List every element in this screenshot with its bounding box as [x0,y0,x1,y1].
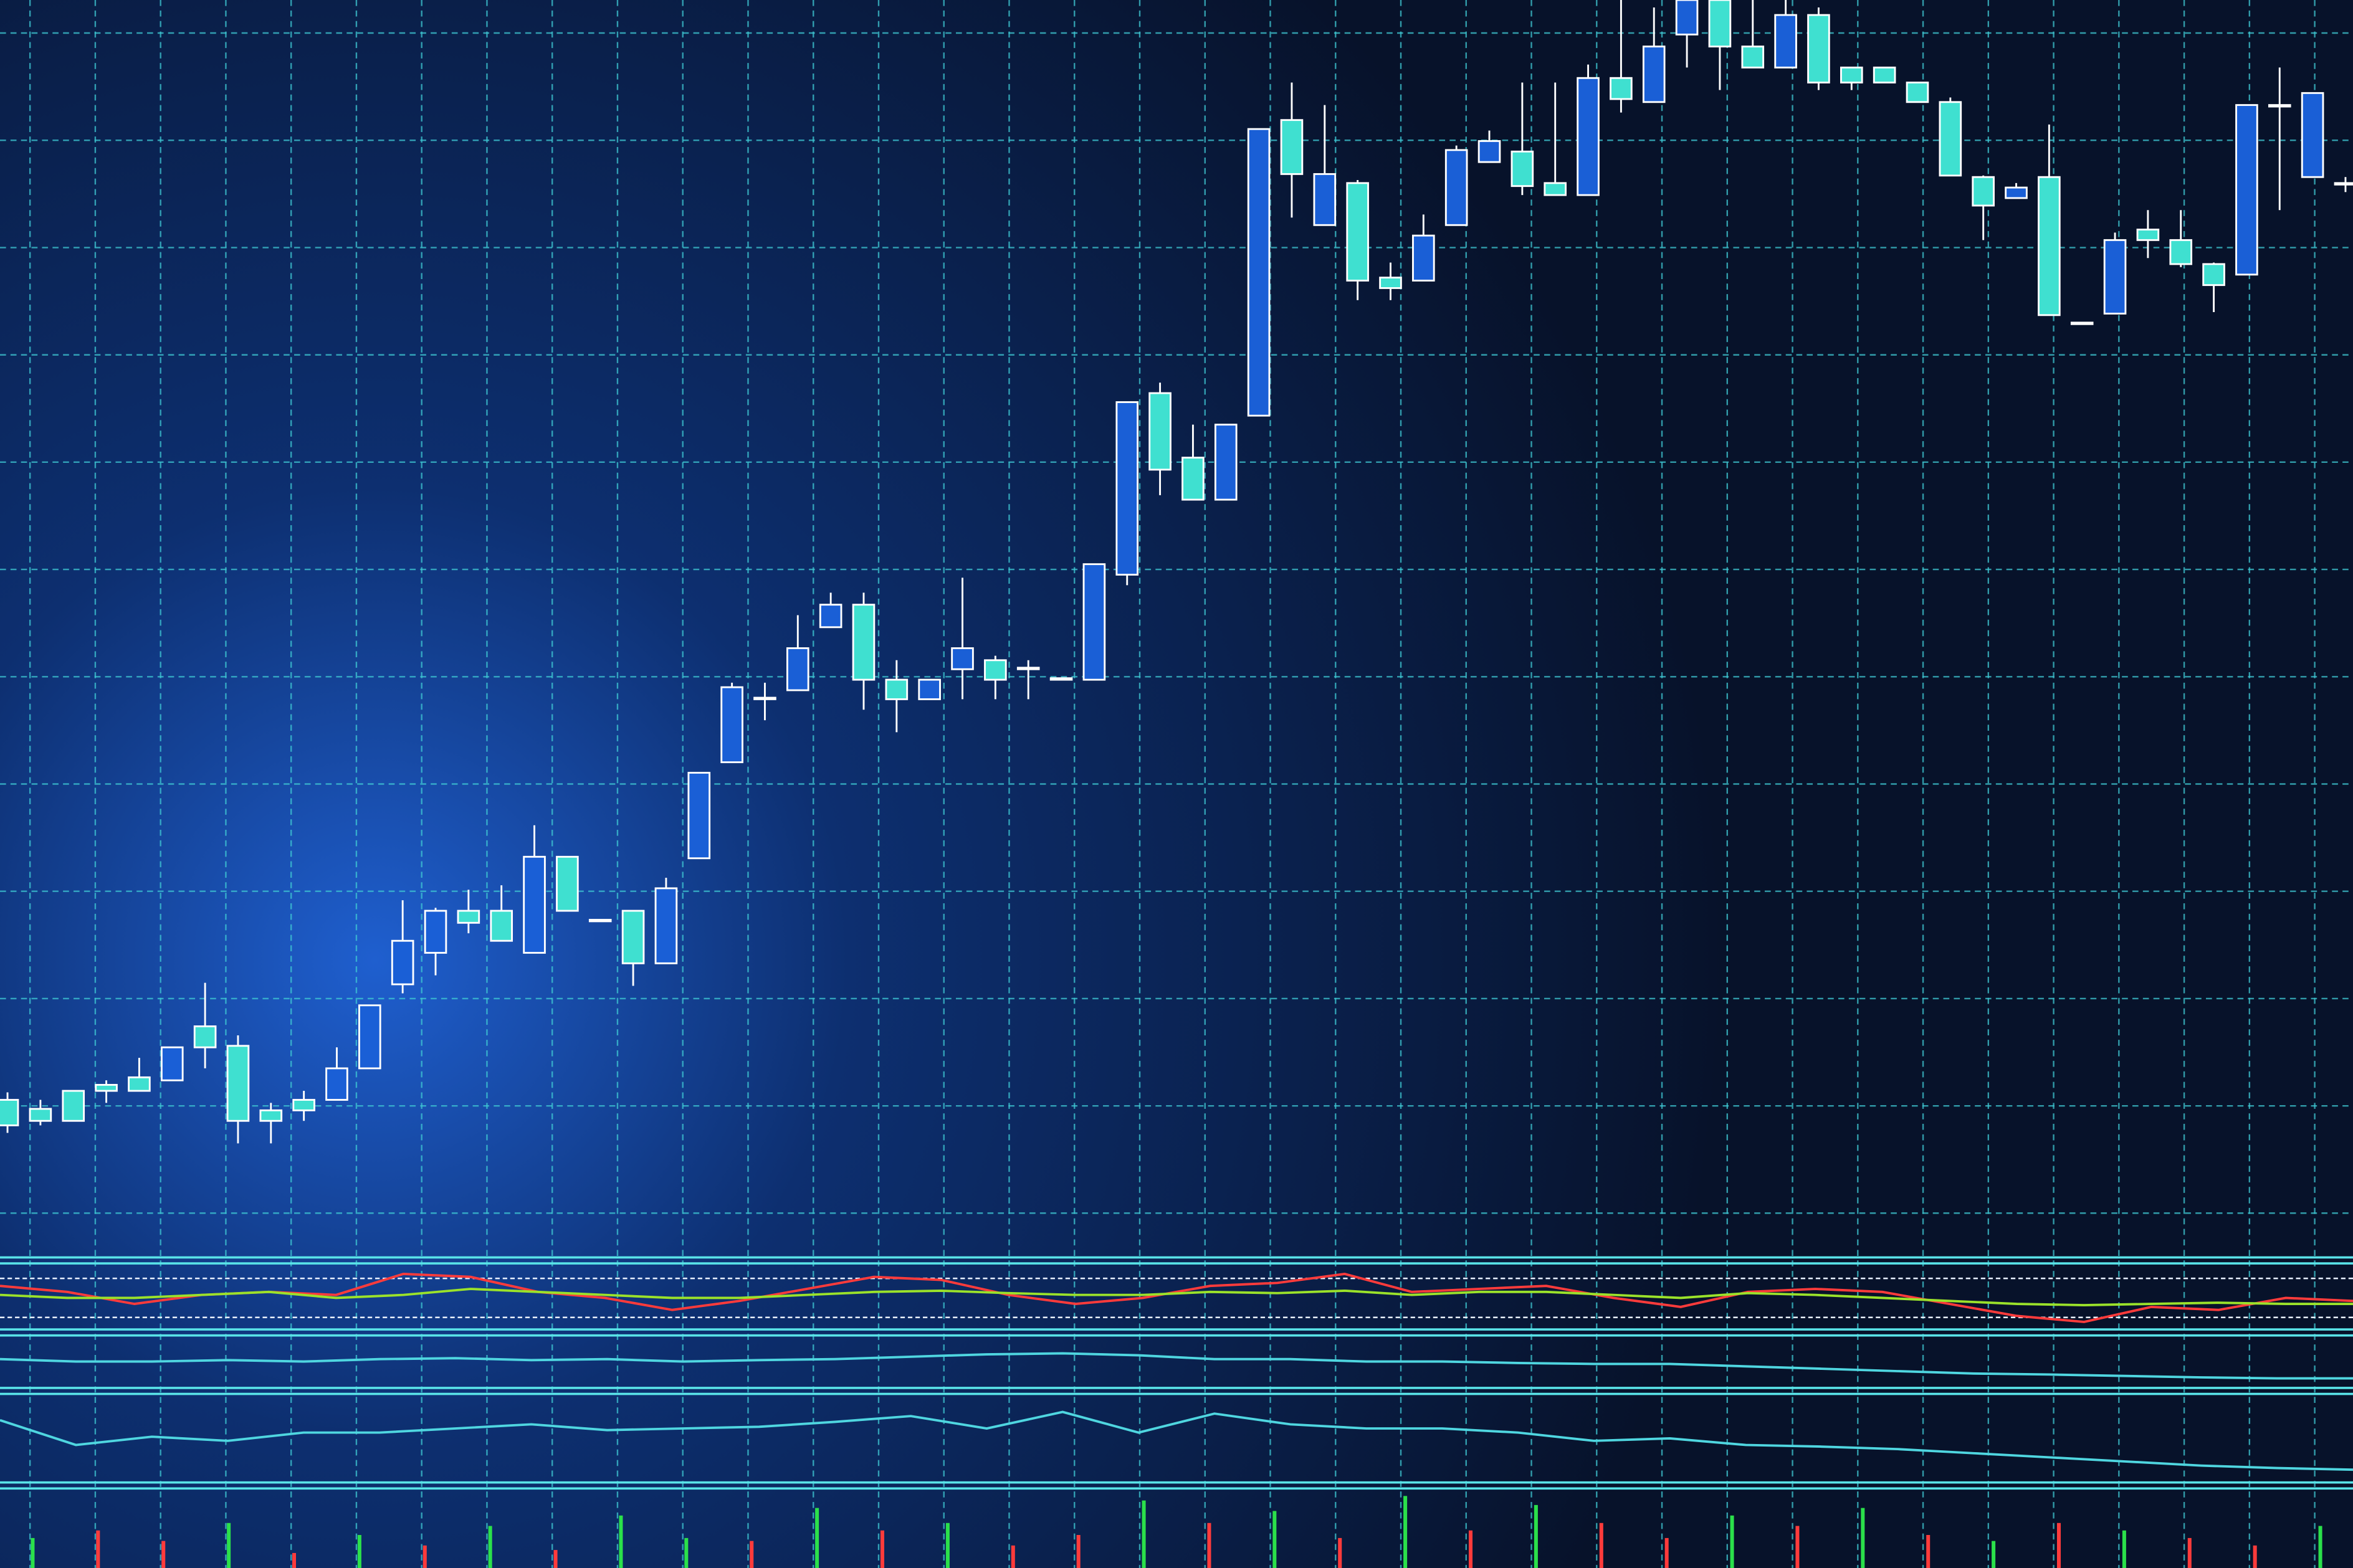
candle-body [1379,277,1402,289]
candle-body [1840,66,1863,83]
candle-body [325,1067,348,1101]
candle-body [588,919,612,923]
candle-body [1577,77,1600,196]
candle-body [1675,0,1699,36]
candle-body [1972,176,1995,207]
candle-body [0,1099,19,1126]
candle-body [1511,150,1534,188]
candle-body [918,678,941,700]
candle-body [1082,563,1106,681]
candle-body [1346,182,1369,282]
candle-body [852,604,876,681]
candle-body [687,771,711,860]
candle-body [358,1004,381,1070]
candle-body [1741,45,1765,69]
indicator-line [0,1352,2353,1380]
candle-body [1214,424,1238,501]
candle-body [786,647,809,691]
candle-body [1477,140,1501,163]
pane-borders [0,1256,2353,1490]
candle-body [1708,0,1732,48]
candle-body [1016,667,1040,670]
candle-body [984,659,1007,681]
indicator-line [0,1288,2353,1306]
candle-body [193,1025,217,1048]
candle-body [424,910,447,954]
candle-body [2235,104,2258,276]
candle-body [2334,182,2353,186]
candle-body [1115,401,1139,576]
candle-body [29,1108,52,1122]
candle-body [2070,321,2094,325]
candle-body [1939,101,1962,177]
candle-body [885,678,909,700]
candle-body [1181,457,1205,501]
candle-body [1774,14,1797,69]
candle-body [1148,392,1172,471]
candle-body [523,855,546,954]
candle-body [1873,66,1896,83]
candle-body [1280,119,1304,175]
indicator-line [0,1410,2353,1471]
candle-body [490,910,513,942]
candle-body [2038,176,2061,316]
candle-body [819,604,842,629]
candle-body [621,910,645,964]
candle-body [1412,234,1435,282]
candle-body [1049,677,1073,681]
indicator-line [0,1272,2353,1323]
candle-body [1444,149,1468,226]
candle-body [2268,104,2291,108]
candle-body [2136,229,2160,241]
candle-body [2169,239,2193,265]
candle-body [1807,14,1830,83]
candle-body [128,1076,151,1092]
candle-body [160,1046,184,1081]
candle-body [95,1083,118,1092]
candle-body [2005,186,2028,199]
candle-body [2202,263,2225,287]
candle-body [654,887,678,964]
candle-body [457,910,480,924]
candle-body [1313,173,1337,226]
candle-body [1642,45,1666,103]
candle-body [1544,182,1567,196]
candle-body [951,647,974,670]
candle-body [1247,128,1271,417]
candle-body [720,686,743,764]
candle-body [292,1099,315,1111]
candle-body [2103,239,2127,315]
candle-body [62,1090,85,1122]
candle-body [259,1109,283,1122]
candle-body [556,855,579,912]
candle-body [2301,92,2324,178]
candle-body [226,1045,250,1122]
candle-body [1610,77,1633,100]
candle-body [1906,82,1929,103]
candle-body [391,939,414,986]
candle-body [753,696,776,700]
